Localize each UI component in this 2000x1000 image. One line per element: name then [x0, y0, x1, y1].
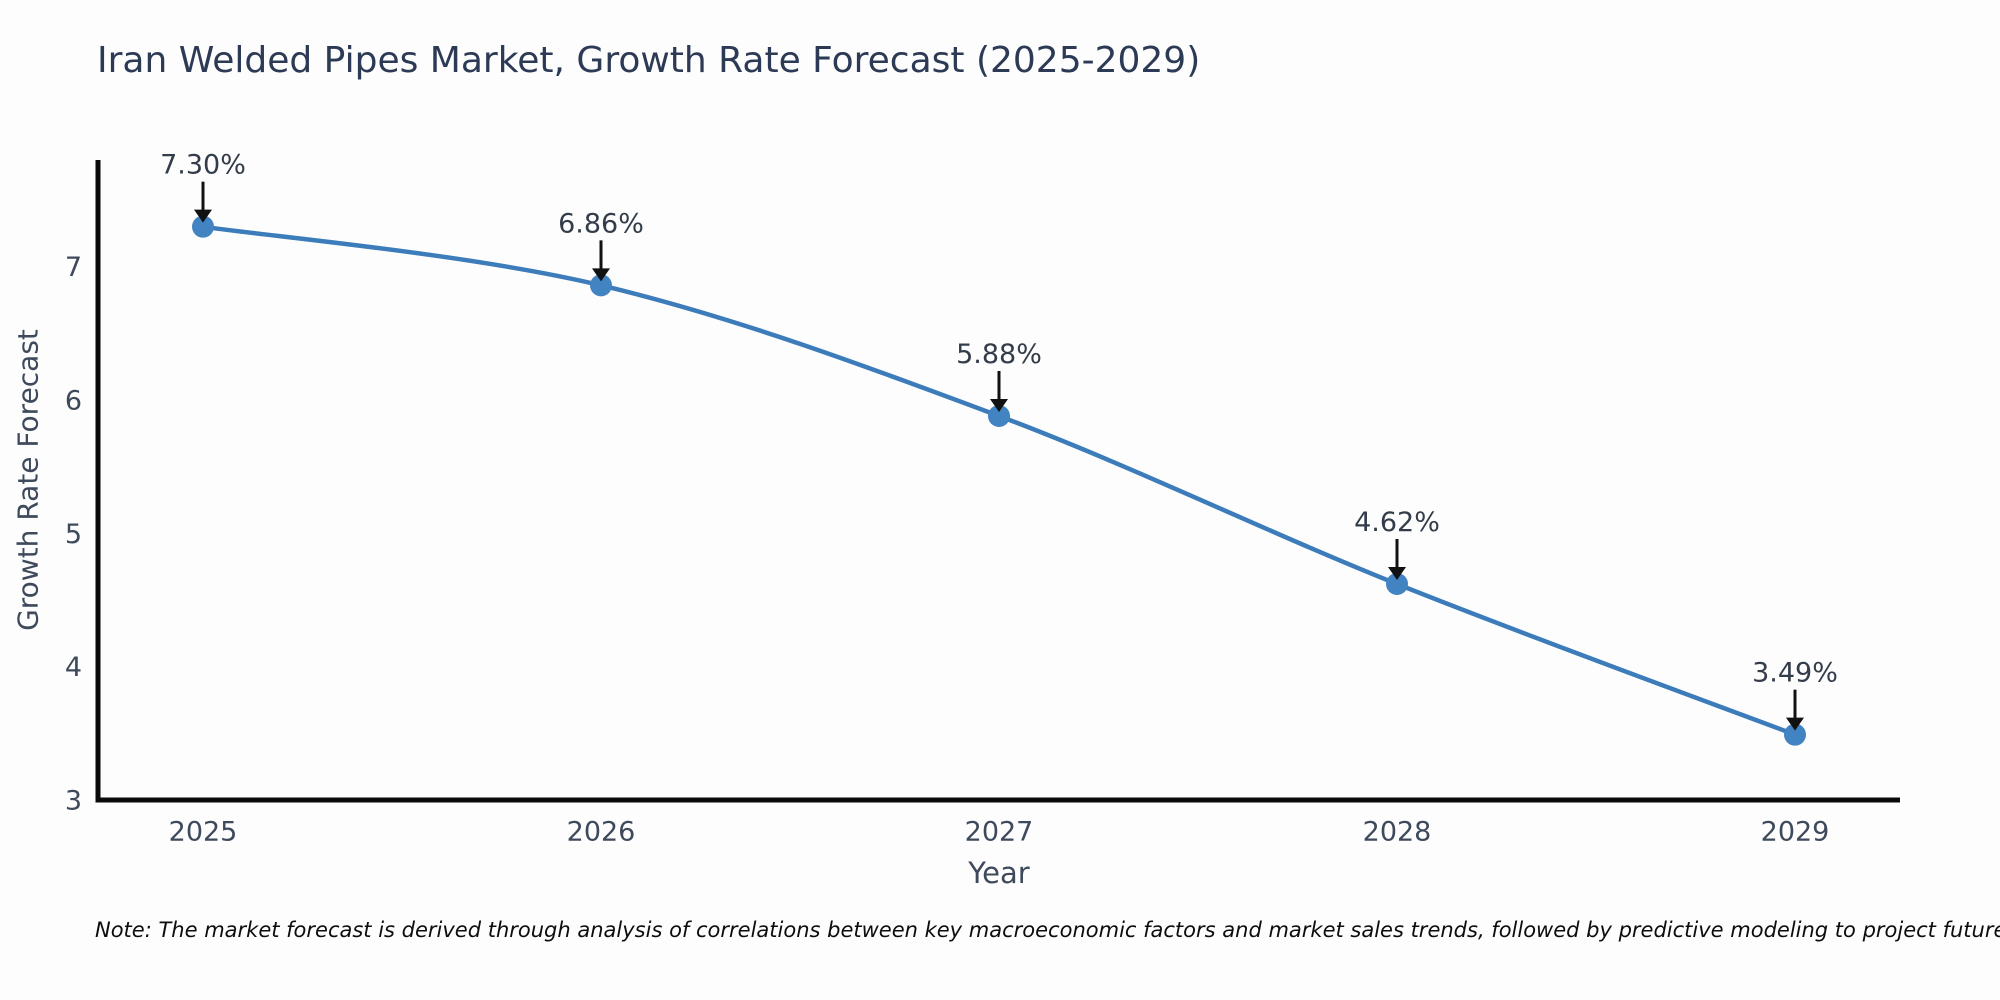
data-point-label: 6.86% — [558, 208, 644, 239]
x-tick-label: 2029 — [1761, 817, 1830, 848]
data-point-marker — [1386, 573, 1408, 595]
annotation-arrow-head — [1388, 567, 1406, 580]
y-tick-label: 7 — [65, 252, 82, 283]
y-axis-title: Growth Rate Forecast — [11, 329, 45, 631]
series-line — [200, 224, 1798, 737]
footnote: Note: The market forecast is derived thr… — [95, 918, 2000, 942]
annotation-arrow-head — [1786, 717, 1804, 731]
x-tick-label: 2026 — [567, 817, 636, 848]
y-tick-label: 3 — [65, 786, 82, 817]
annotation-arrow-head — [194, 209, 212, 223]
x-tick-label: 2028 — [1363, 817, 1432, 848]
data-point-label: 7.30% — [160, 150, 246, 181]
chart-title: Iran Welded Pipes Market, Growth Rate Fo… — [97, 40, 1201, 81]
annotation-arrow-head — [990, 399, 1008, 412]
x-axis-title: Year — [968, 856, 1030, 890]
annotation-arrow-head — [592, 268, 610, 282]
data-point-marker — [988, 405, 1010, 427]
data-point-label: 5.88% — [956, 339, 1042, 370]
data-point-marker — [192, 215, 214, 238]
data-point-marker — [1784, 723, 1806, 746]
y-tick-label: 6 — [65, 386, 82, 417]
data-point-label: 4.62% — [1354, 507, 1440, 538]
x-tick-label: 2025 — [169, 817, 238, 848]
y-tick-label: 5 — [65, 519, 82, 550]
x-tick-label: 2027 — [965, 817, 1034, 848]
data-point-label: 3.49% — [1752, 658, 1838, 689]
y-tick-label: 4 — [65, 652, 82, 683]
data-point-marker — [590, 274, 612, 297]
